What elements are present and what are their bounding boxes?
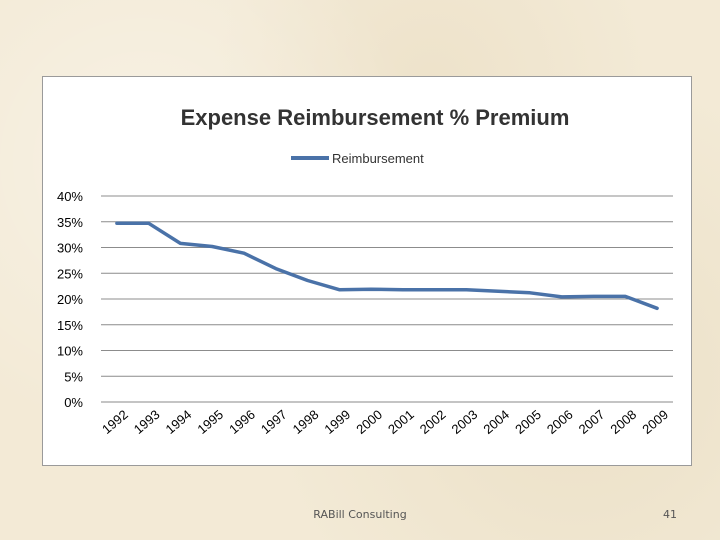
x-tick-label: 2009 <box>639 407 671 437</box>
x-tick-label: 2008 <box>607 407 639 437</box>
y-tick-label: 10% <box>57 344 83 359</box>
chart-title: Expense Reimbursement % Premium <box>181 105 570 130</box>
x-tick-label: 1998 <box>290 407 322 437</box>
y-tick-label: 25% <box>57 266 83 281</box>
chart-frame: Expense Reimbursement % Premium Reimburs… <box>42 76 692 466</box>
data-point <box>338 288 341 291</box>
x-tick-label: 1997 <box>258 407 290 437</box>
slide-number: 41 <box>663 508 677 521</box>
y-axis-ticks: 0% 5% 10% 15% 20% 25% 30% 35% 40% <box>57 189 83 410</box>
series-line-reimbursement <box>115 221 659 311</box>
x-tick-label: 2007 <box>576 407 608 437</box>
data-point <box>560 295 563 299</box>
x-tick-label: 2002 <box>417 407 449 437</box>
series-layer <box>115 221 659 311</box>
footer-company: RABill Consulting <box>313 508 407 521</box>
data-point <box>369 288 373 291</box>
data-point <box>655 307 659 310</box>
x-tick-label: 2003 <box>449 407 481 437</box>
x-tick-label: 2000 <box>353 407 385 437</box>
data-point <box>592 295 595 298</box>
x-tick-label: 2006 <box>544 407 576 437</box>
x-tick-label: 2004 <box>480 407 512 437</box>
y-tick-label: 15% <box>57 318 83 333</box>
x-tick-label: 1994 <box>163 407 195 437</box>
x-tick-label: 1995 <box>194 407 226 437</box>
data-point <box>401 288 405 291</box>
x-axis-ticks: 1992 1993 1994 1995 1996 1997 1998 1999 2000 2001… <box>99 407 671 437</box>
data-point <box>306 279 309 282</box>
x-tick-label: 1999 <box>321 407 353 437</box>
x-tick-label: 1992 <box>99 407 131 437</box>
x-tick-label: 1996 <box>226 407 258 437</box>
y-tick-label: 35% <box>57 215 83 230</box>
x-tick-label: 1993 <box>131 407 163 437</box>
y-tick-label: 40% <box>57 189 83 204</box>
data-point <box>465 288 468 291</box>
x-tick-label: 2001 <box>385 407 417 437</box>
data-point <box>274 267 277 270</box>
y-tick-label: 30% <box>57 241 83 256</box>
y-tick-label: 5% <box>64 369 83 384</box>
data-point <box>242 251 246 255</box>
data-point <box>179 242 182 245</box>
data-point <box>147 222 150 225</box>
y-tick-label: 20% <box>57 292 83 307</box>
legend-label: Reimbursement <box>332 151 424 166</box>
data-point <box>528 291 532 295</box>
gridlines <box>101 195 673 403</box>
line-chart: Expense Reimbursement % Premium Reimburs… <box>57 105 673 437</box>
data-point <box>624 295 627 298</box>
data-point <box>115 222 119 225</box>
y-tick-label: 0% <box>64 395 83 410</box>
data-point <box>211 245 214 248</box>
data-point <box>433 288 436 291</box>
data-point <box>497 290 500 293</box>
x-tick-label: 2005 <box>512 407 544 437</box>
